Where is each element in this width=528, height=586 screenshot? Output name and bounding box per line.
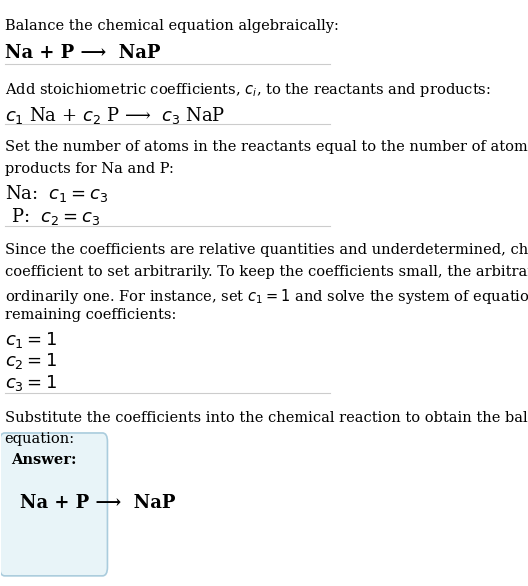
FancyBboxPatch shape <box>0 433 108 576</box>
Text: Na:  $c_1 = c_3$: Na: $c_1 = c_3$ <box>5 183 108 205</box>
Text: remaining coefficients:: remaining coefficients: <box>5 308 176 322</box>
Text: Balance the chemical equation algebraically:: Balance the chemical equation algebraica… <box>5 19 338 33</box>
Text: Answer:: Answer: <box>11 454 77 468</box>
Text: Na + P ⟶  NaP: Na + P ⟶ NaP <box>5 44 160 62</box>
Text: Set the number of atoms in the reactants equal to the number of atoms in the: Set the number of atoms in the reactants… <box>5 140 528 154</box>
Text: products for Na and P:: products for Na and P: <box>5 162 174 176</box>
Text: Na + P ⟶  NaP: Na + P ⟶ NaP <box>20 494 175 512</box>
Text: Since the coefficients are relative quantities and underdetermined, choose a: Since the coefficients are relative quan… <box>5 243 528 257</box>
Text: ordinarily one. For instance, set $c_1 = 1$ and solve the system of equations fo: ordinarily one. For instance, set $c_1 =… <box>5 287 528 305</box>
Text: P:  $c_2 = c_3$: P: $c_2 = c_3$ <box>11 206 100 227</box>
Text: $c_2 = 1$: $c_2 = 1$ <box>5 352 57 372</box>
Text: $c_1 = 1$: $c_1 = 1$ <box>5 330 57 350</box>
Text: coefficient to set arbitrarily. To keep the coefficients small, the arbitrary va: coefficient to set arbitrarily. To keep … <box>5 265 528 279</box>
Text: $c_1$ Na + $c_2$ P ⟶  $c_3$ NaP: $c_1$ Na + $c_2$ P ⟶ $c_3$ NaP <box>5 105 225 126</box>
Text: equation:: equation: <box>5 432 75 447</box>
Text: Substitute the coefficients into the chemical reaction to obtain the balanced: Substitute the coefficients into the che… <box>5 411 528 425</box>
Text: Add stoichiometric coefficients, $c_i$, to the reactants and products:: Add stoichiometric coefficients, $c_i$, … <box>5 81 491 99</box>
Text: $c_3 = 1$: $c_3 = 1$ <box>5 373 57 393</box>
